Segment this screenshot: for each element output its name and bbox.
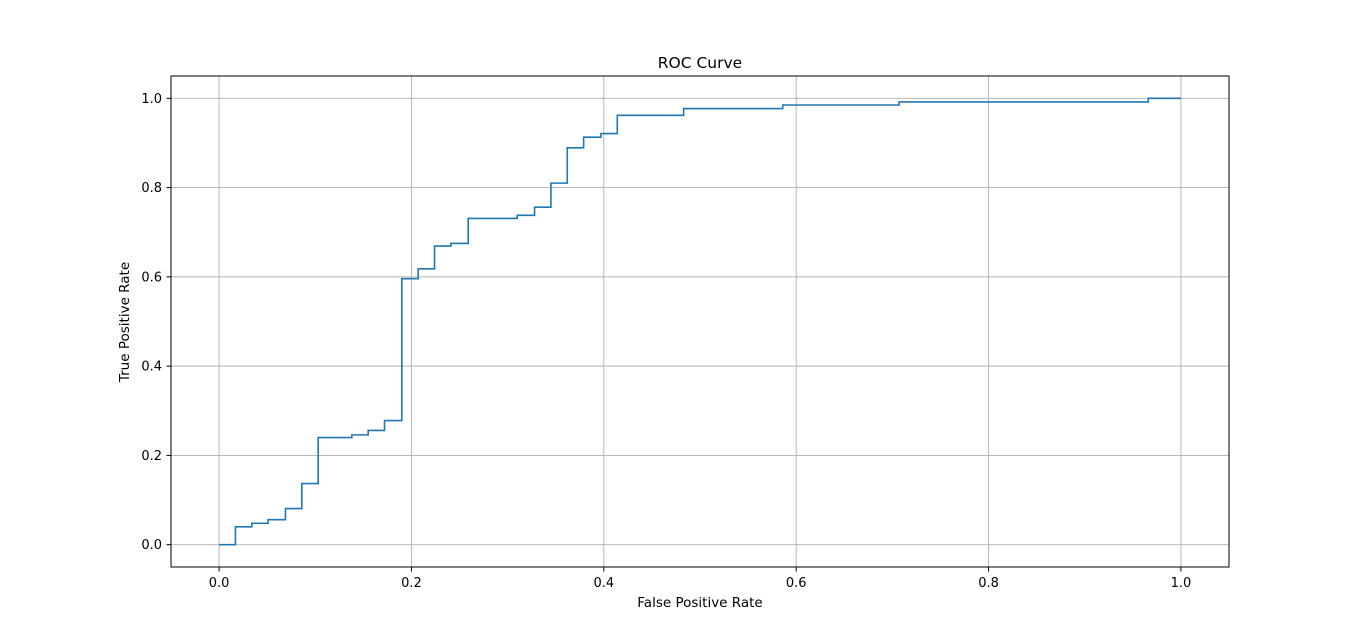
y-axis-label: True Positive Rate xyxy=(117,262,133,383)
y-tick-label-4: 0.8 xyxy=(141,181,162,196)
x-tick-label-5: 1.0 xyxy=(1171,576,1192,591)
y-tick-label-5: 1.0 xyxy=(141,92,162,107)
roc-curve-line-0 xyxy=(219,97,1181,546)
x-tick-label-3: 0.6 xyxy=(786,576,807,591)
plot-frame xyxy=(170,75,1230,568)
x-tick-label-4: 0.8 xyxy=(978,576,999,591)
tick-layer: 0.0 0.2 0.4 0.6 0.8 1.0 0.0 0.2 0.4 0.6 0.8 1.0 xyxy=(141,92,1191,591)
plot-border xyxy=(170,75,1230,568)
y-tick-label-0: 0.0 xyxy=(141,538,162,553)
chart-title: ROC Curve xyxy=(658,54,742,72)
grid-layer xyxy=(171,76,1229,567)
series-layer xyxy=(219,97,1181,546)
x-tick-label-2: 0.4 xyxy=(593,576,614,591)
x-tick-label-0: 0.0 xyxy=(209,576,230,591)
x-tick-label-1: 0.2 xyxy=(401,576,422,591)
y-tick-label-2: 0.4 xyxy=(141,360,162,375)
y-tick-label-3: 0.6 xyxy=(141,270,162,285)
y-tick-label-1: 0.2 xyxy=(141,449,162,464)
x-axis-label: False Positive Rate xyxy=(637,595,762,611)
